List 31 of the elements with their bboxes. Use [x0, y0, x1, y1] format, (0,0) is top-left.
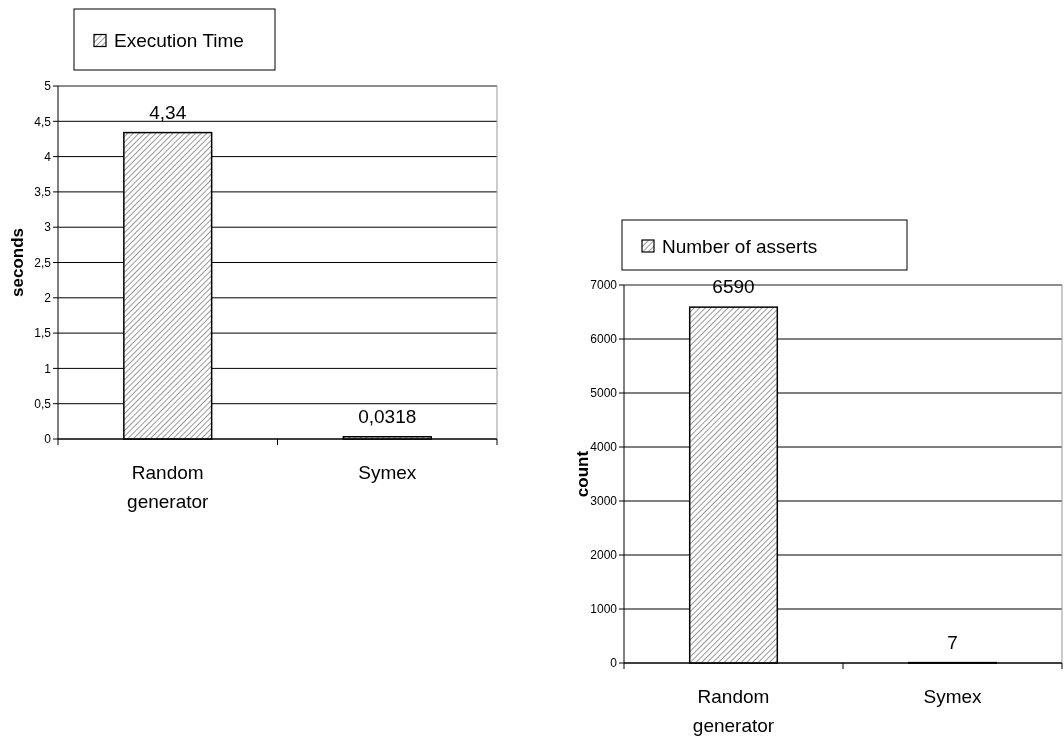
y-tick-label: 1: [44, 361, 52, 376]
data-label: 4,34: [149, 101, 187, 123]
y-tick-label: 2,5: [34, 255, 52, 270]
data-label: 7: [947, 631, 958, 653]
y-tick-label: 1,5: [34, 326, 52, 341]
data-label: 0,0318: [358, 405, 417, 427]
y-tick-label: 1000: [590, 602, 618, 617]
y-tick-label: 5: [44, 79, 52, 94]
x-tick-label: Symex: [358, 462, 417, 483]
y-tick-label: 0: [44, 432, 52, 447]
y-tick-label: 4000: [590, 440, 618, 455]
x-tick-label: Symex: [923, 686, 983, 707]
y-axis-title: count: [573, 450, 592, 498]
y-tick-label: 7000: [590, 278, 618, 293]
y-tick-label: 2000: [590, 548, 618, 563]
y-tick-label: 2: [44, 291, 52, 305]
y-tick-label: 0: [610, 656, 618, 671]
y-tick-label: 4,5: [34, 114, 52, 129]
data-label: 6590: [712, 276, 755, 298]
y-tick-label: 4: [44, 149, 52, 164]
y-axis-title: seconds: [8, 228, 27, 297]
y-tick-label: 3,5: [34, 185, 52, 200]
legend-label: Number of asserts: [662, 235, 818, 257]
legend-label: Execution Time: [114, 30, 244, 52]
y-tick-label: 3000: [590, 494, 618, 509]
y-tick-label: 3: [44, 220, 52, 235]
x-tick-label: Random generator: [127, 462, 210, 512]
y-tick-label: 0,5: [34, 396, 52, 411]
y-tick-label: 5000: [590, 386, 618, 401]
x-tick-label: Random generator: [692, 686, 775, 736]
y-tick-label: 6000: [590, 332, 618, 347]
